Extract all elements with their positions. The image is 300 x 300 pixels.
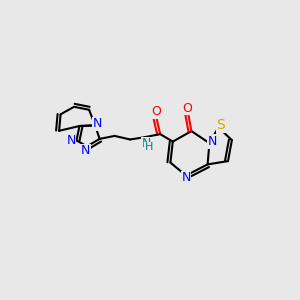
Text: H: H: [145, 142, 153, 152]
Text: N: N: [80, 144, 90, 158]
Text: N: N: [93, 117, 102, 130]
Text: N: N: [181, 171, 191, 184]
Text: N: N: [141, 137, 151, 150]
Text: N: N: [66, 134, 76, 147]
Text: N: N: [208, 135, 217, 148]
Text: O: O: [182, 101, 192, 115]
Text: O: O: [152, 105, 161, 119]
Text: S: S: [216, 118, 225, 132]
